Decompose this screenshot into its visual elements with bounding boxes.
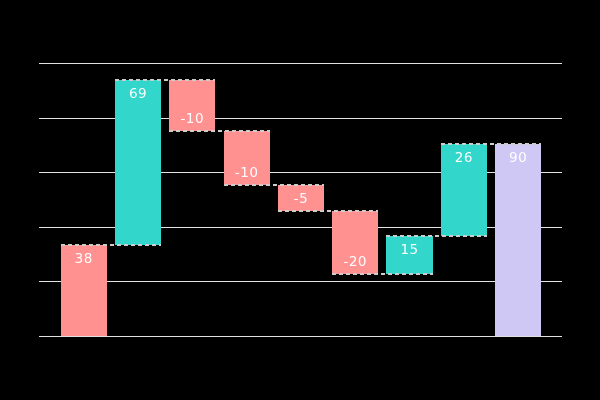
waterfall-bar: 90	[495, 144, 542, 336]
bar-value-label: -10	[234, 164, 259, 181]
waterfall-bar: -10	[169, 80, 216, 132]
waterfall-bar: 69	[114, 80, 162, 245]
connector-line	[114, 79, 216, 81]
connector-line	[169, 130, 270, 133]
waterfall-bar: -5	[277, 184, 325, 211]
waterfall-bar: -20	[332, 210, 379, 274]
bar-value-label: 69	[128, 86, 148, 102]
connector-line	[223, 183, 325, 186]
waterfall-bar: -10	[223, 131, 270, 185]
waterfall-bar: 15	[386, 236, 433, 274]
bar-value-label: -20	[343, 253, 368, 270]
bar-value-label: 26	[454, 150, 473, 167]
gridline	[39, 63, 562, 64]
gridline	[39, 117, 562, 119]
connector-line	[60, 244, 162, 246]
bar-value-label: 15	[400, 242, 419, 259]
waterfall-bar: 38	[60, 245, 107, 336]
bar-value-label: 90	[509, 150, 528, 167]
gridline	[39, 226, 562, 228]
gridline	[39, 281, 562, 283]
connector-line	[386, 235, 487, 238]
connector-line	[332, 273, 433, 275]
waterfall-bar: 26	[440, 144, 487, 237]
gridline	[39, 336, 562, 337]
bar-value-label: -5	[293, 190, 309, 207]
bar-value-label: -10	[180, 111, 205, 128]
connector-line	[440, 143, 542, 146]
gridline	[39, 172, 562, 174]
bar-value-label: 38	[74, 251, 93, 267]
connector-line	[277, 209, 379, 212]
